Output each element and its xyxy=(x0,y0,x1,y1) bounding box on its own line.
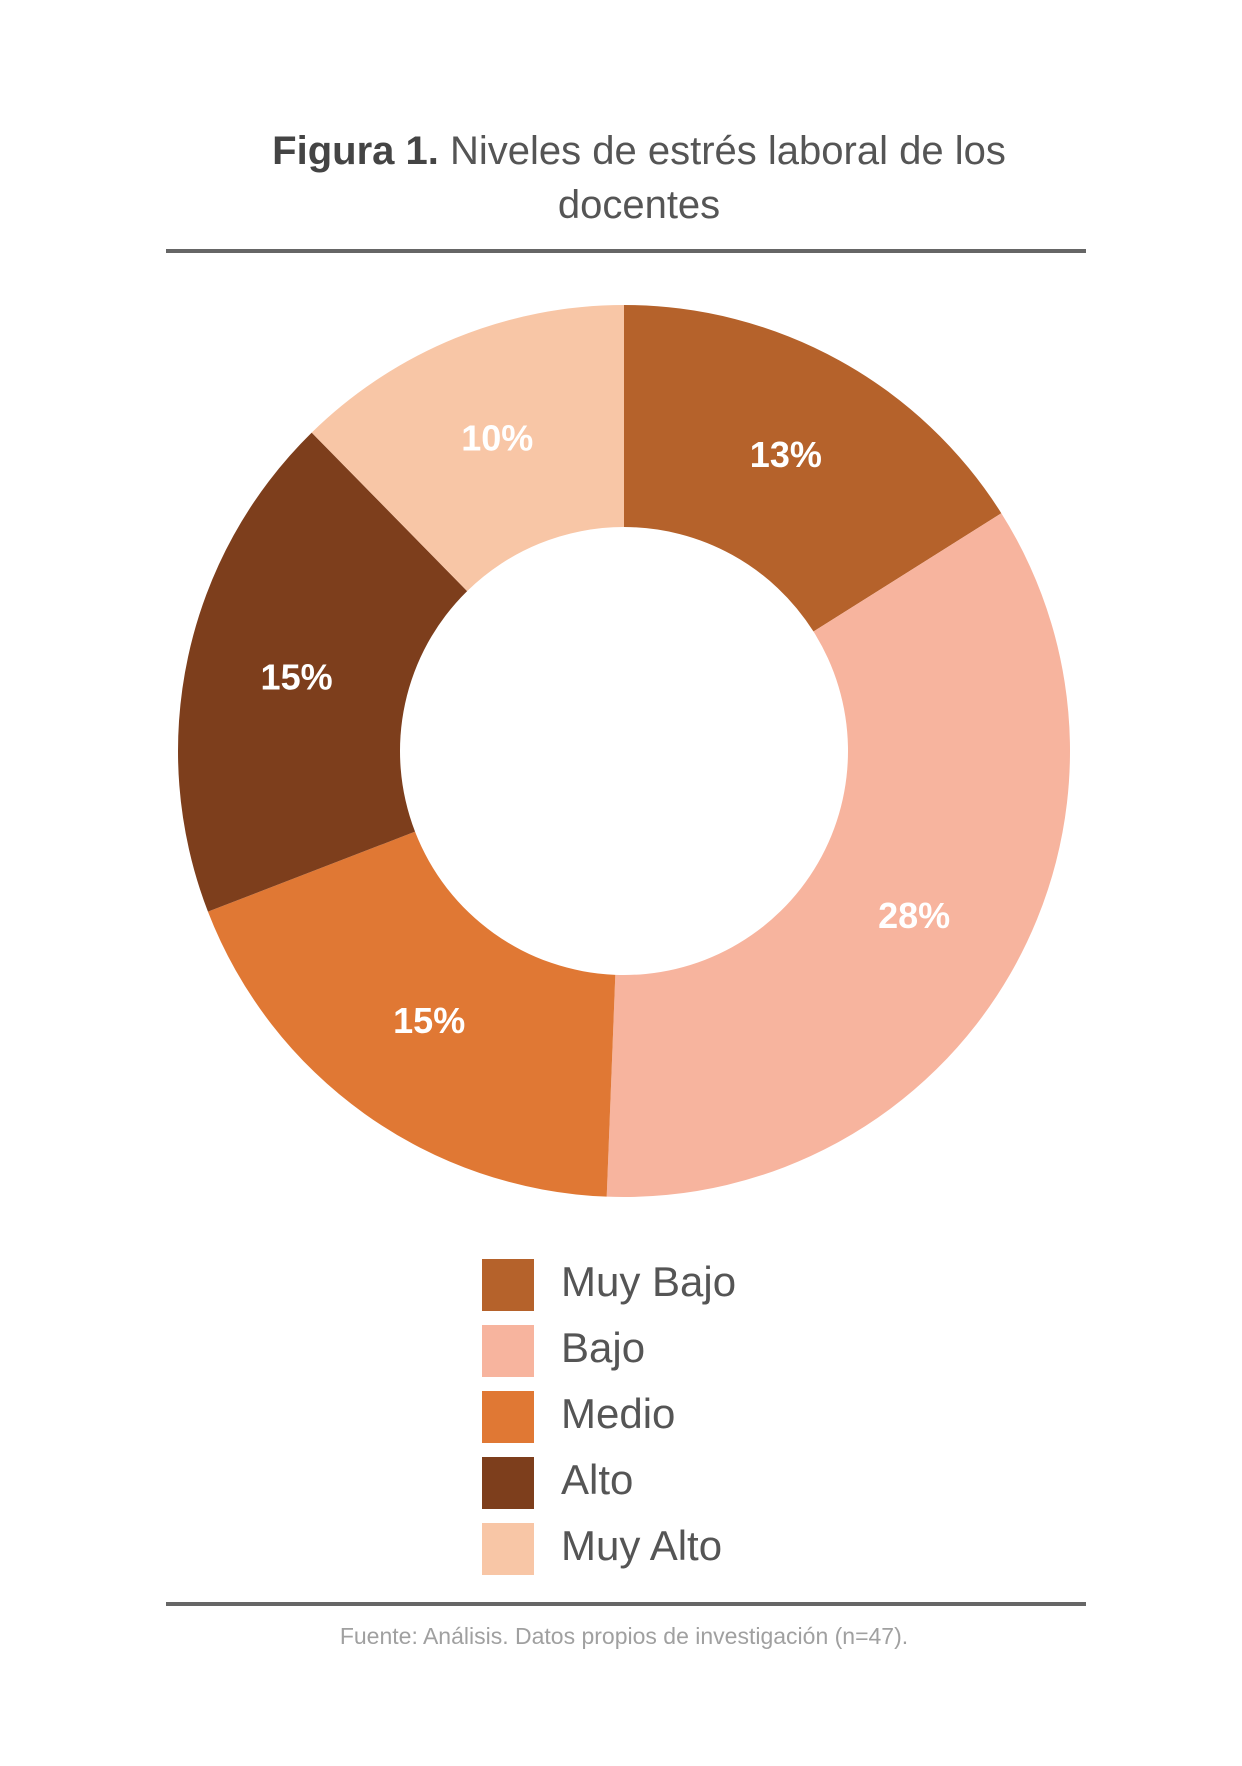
value-label: 15% xyxy=(261,657,333,698)
chart-title: Figura 1. Niveles de estrés laboral de l… xyxy=(199,124,1079,232)
legend-label: Bajo xyxy=(561,1324,645,1371)
slice xyxy=(311,305,624,592)
legend-swatch xyxy=(482,1457,534,1509)
value-label: 10% xyxy=(461,417,533,458)
title-text: Niveles de estrés laboral de los docente… xyxy=(449,129,1006,227)
slice xyxy=(606,513,1071,1197)
slice xyxy=(177,432,468,912)
legend-label: Alto xyxy=(561,1456,633,1503)
legend-swatch xyxy=(482,1325,534,1377)
source: Fuente: Análisis. Datos propios de inves… xyxy=(340,1623,908,1649)
legend-label: Muy Bajo xyxy=(561,1258,736,1305)
legend-label: Medio xyxy=(561,1390,675,1437)
value-label: 28% xyxy=(878,895,950,936)
legend-swatch xyxy=(482,1391,534,1443)
legend-label: Muy Alto xyxy=(561,1522,722,1569)
title-label: Figura 1. xyxy=(272,129,439,173)
value-label: 13% xyxy=(750,434,822,475)
legend-swatch xyxy=(482,1523,534,1575)
slice xyxy=(624,305,1002,632)
slice xyxy=(207,831,616,1197)
legend-swatch xyxy=(482,1259,534,1311)
value-label: 15% xyxy=(393,1000,465,1041)
